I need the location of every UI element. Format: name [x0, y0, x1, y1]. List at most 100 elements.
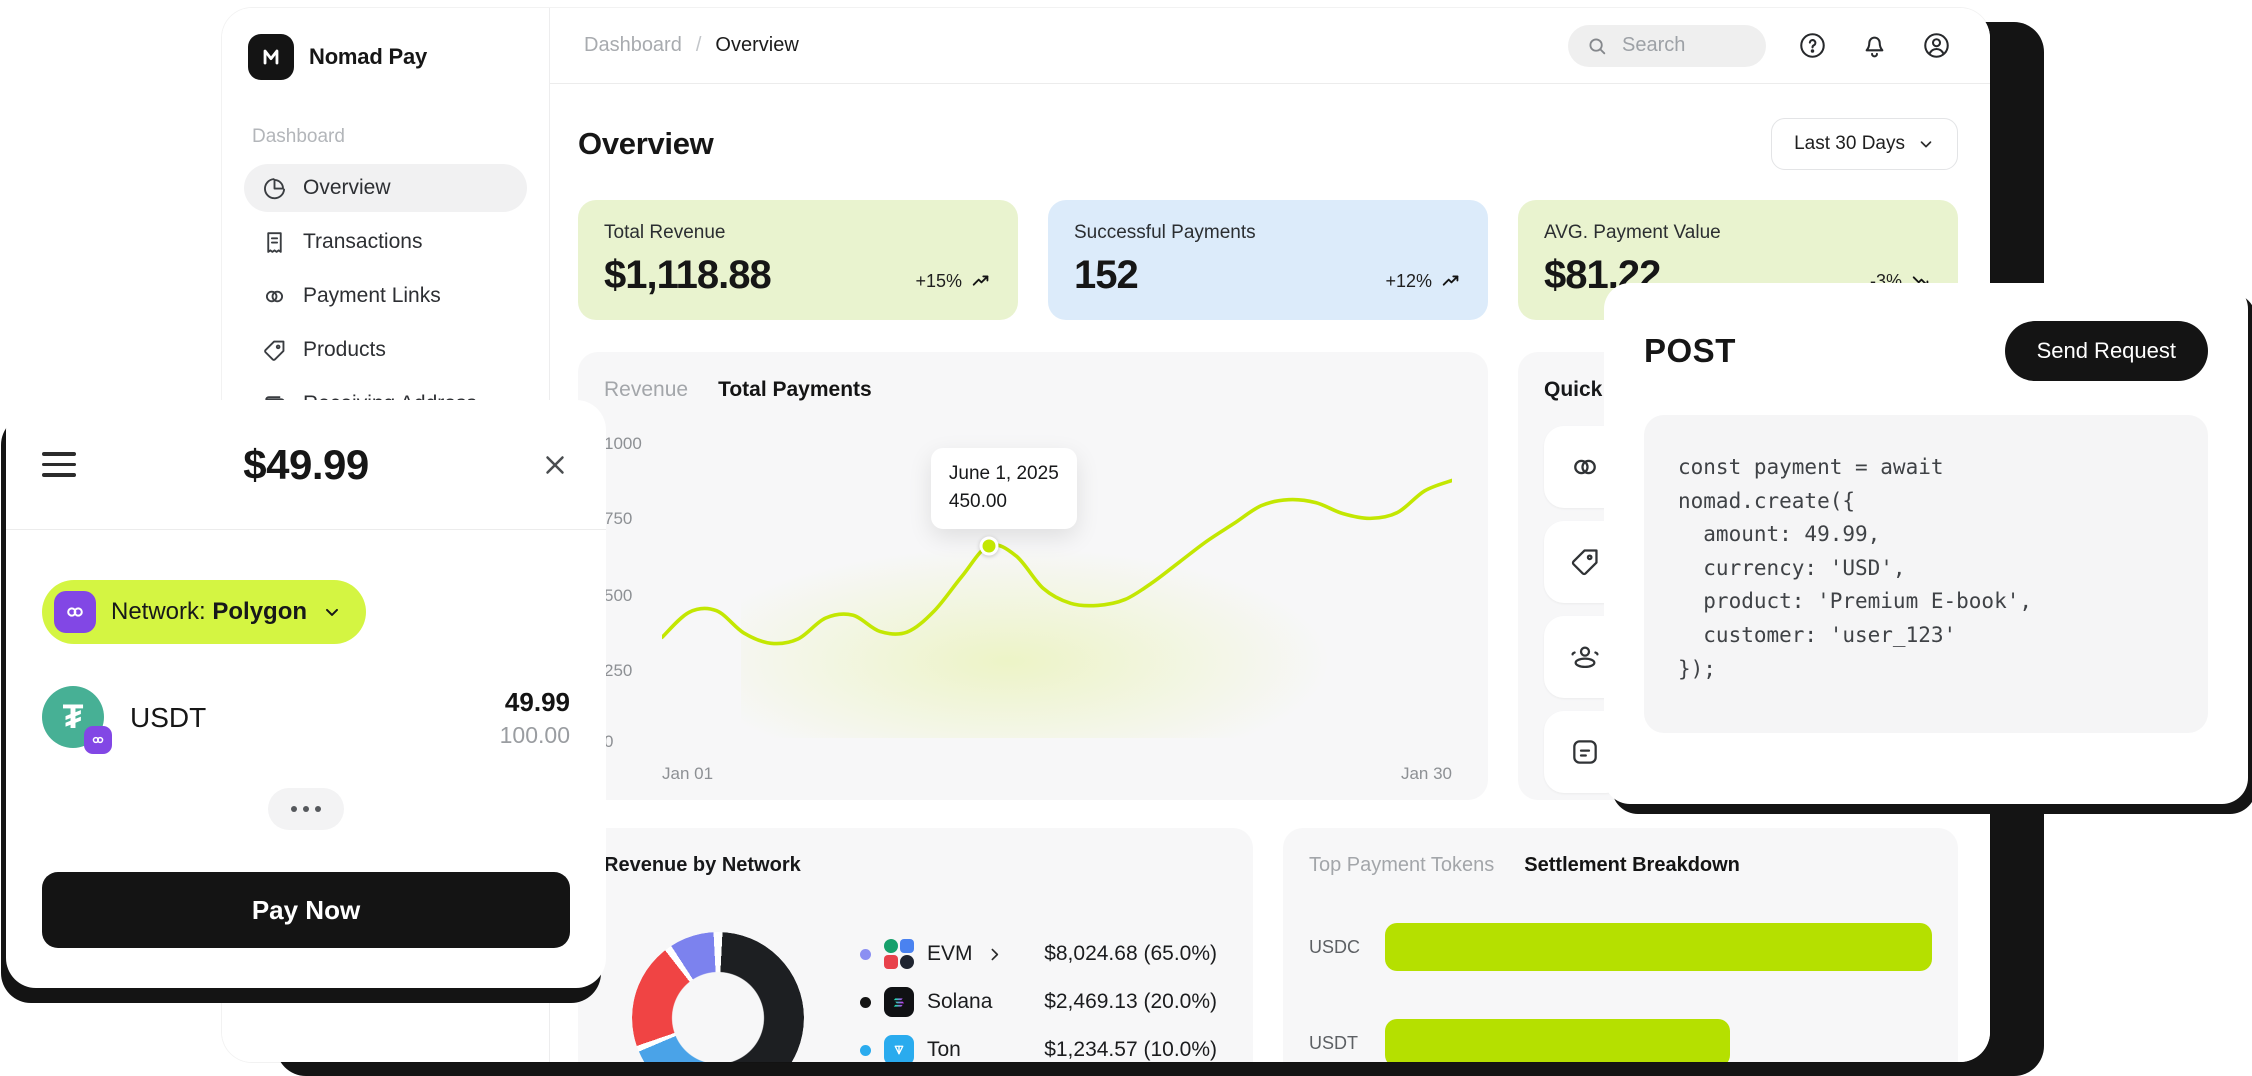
token-pay-amount: 49.99 — [504, 687, 570, 717]
legend-value: $1,234.57 (10.0%) — [1044, 1038, 1217, 1061]
pie-chart-icon — [262, 176, 287, 201]
tab-settlement-breakdown[interactable]: Settlement Breakdown — [1524, 854, 1740, 876]
chevron-down-icon — [1917, 135, 1935, 153]
network-selector[interactable]: Network: Polygon — [42, 580, 367, 644]
sidebar-menu: Overview Transactions Payment Links — [244, 164, 527, 428]
send-request-button[interactable]: Send Request — [2004, 321, 2208, 381]
sidebar-item-label: Overview — [303, 176, 391, 199]
sidebar-item-products[interactable]: Products — [244, 326, 527, 374]
chart-tooltip: June 1, 2025 450.00 — [930, 447, 1077, 529]
sidebar-item-label: Transactions — [303, 230, 423, 253]
chevron-right-icon — [986, 946, 1003, 963]
search-box[interactable] — [1568, 24, 1766, 67]
chart-data-point[interactable] — [979, 536, 999, 556]
stat-delta: +12% — [1385, 270, 1432, 291]
tab-total-payments[interactable]: Total Payments — [718, 378, 872, 401]
sidebar-item-transactions[interactable]: Transactions — [244, 218, 527, 266]
note-icon — [1569, 736, 1601, 768]
stat-delta: +15% — [915, 270, 962, 291]
token-row-usdt[interactable]: ₮ USDT 49.99 100.00 — [42, 686, 570, 754]
search-icon — [1586, 35, 1608, 57]
date-range-label: Last 30 Days — [1794, 133, 1905, 154]
sidebar-item-label: Products — [303, 338, 386, 361]
breadcrumb: Dashboard / Overview — [584, 34, 799, 57]
sidebar-item-label: Payment Links — [303, 284, 441, 307]
settlement-bar-fill — [1385, 923, 1932, 971]
network-value: Polygon — [212, 598, 308, 625]
x-axis-tick-start: Jan 01 — [662, 764, 714, 783]
legend-name: EVM — [927, 942, 973, 965]
sidebar-section-label: Dashboard — [252, 126, 345, 147]
notifications-icon[interactable] — [1858, 30, 1890, 62]
customers-icon — [1569, 641, 1601, 673]
settlement-tabs: Top Payment Tokens Settlement Breakdown — [1309, 854, 1932, 877]
settlement-card: Top Payment Tokens Settlement Breakdown … — [1283, 828, 1958, 1062]
chart-plot-area: June 1, 2025 450.00 — [662, 442, 1452, 738]
revenue-by-network-title: Revenue by Network — [604, 854, 801, 876]
code-block: const payment = await nomad.create({ amo… — [1644, 415, 2208, 733]
settlement-bar-usdt: USDT — [1309, 1019, 1932, 1062]
legend-value: $2,469.13 (20.0%) — [1044, 990, 1217, 1013]
payment-widget: $49.99 Network: Polygon ₮ — [6, 400, 606, 988]
page-title: Overview — [578, 126, 714, 161]
polygon-icon — [54, 591, 96, 633]
x-axis-tick-end: Jan 30 — [1400, 764, 1452, 783]
chevron-down-icon — [322, 602, 342, 622]
brand: Nomad Pay — [244, 34, 527, 80]
help-icon[interactable] — [1796, 30, 1828, 62]
legend-dot — [860, 996, 871, 1008]
search-input[interactable] — [1620, 33, 1744, 58]
settlement-bar-usdc: USDC — [1309, 923, 1932, 971]
legend-row-evm[interactable]: EVM $8,024.68 (65.0%) — [860, 938, 1217, 970]
revenue-line-svg — [662, 442, 1452, 738]
legend-row-ton: Ton $1,234.57 (10.0%) — [860, 1034, 1217, 1062]
tooltip-date: June 1, 2025 — [948, 462, 1059, 484]
stat-value: 152 — [1074, 253, 1139, 297]
stat-card-total-revenue: Total Revenue $1,118.88 +15% — [578, 200, 1018, 320]
legend-dot — [860, 1044, 871, 1056]
revenue-line-path — [662, 480, 1452, 643]
link-icon — [1569, 451, 1601, 483]
tab-top-payment-tokens[interactable]: Top Payment Tokens — [1309, 854, 1495, 876]
network-donut-chart — [632, 932, 804, 1062]
profile-icon[interactable] — [1920, 30, 1952, 62]
token-balance: 100.00 — [499, 722, 570, 748]
tag-icon — [1569, 546, 1601, 578]
http-method-label: POST — [1644, 332, 1736, 369]
legend-value: $8,024.68 (65.0%) — [1044, 942, 1217, 965]
close-icon[interactable] — [536, 450, 570, 480]
y-axis-tick: 250 — [604, 660, 633, 680]
bar-label: USDC — [1309, 936, 1361, 957]
stat-label: Successful Payments — [1074, 222, 1256, 243]
tab-revenue[interactable]: Revenue — [604, 378, 689, 401]
token-symbol: USDT — [130, 702, 207, 733]
legend-name: Ton — [927, 1038, 961, 1061]
sidebar-item-overview[interactable]: Overview — [244, 164, 527, 212]
sidebar-item-payment-links[interactable]: Payment Links — [244, 272, 527, 320]
api-request-card: POST Send Request const payment = await … — [1604, 283, 2248, 804]
nomad-logo-icon — [248, 34, 294, 80]
breadcrumb-root[interactable]: Dashboard — [584, 34, 682, 56]
stat-label: Total Revenue — [604, 222, 726, 243]
link-icon — [262, 284, 287, 309]
breadcrumb-current: Overview — [715, 34, 799, 56]
more-options-button[interactable] — [268, 788, 344, 830]
bar-label: USDT — [1309, 1032, 1358, 1053]
revenue-chart-card: Revenue Total Payments 1000 750 500 250 … — [578, 352, 1488, 800]
network-label: Network: — [111, 598, 206, 625]
pay-now-button[interactable]: Pay Now — [42, 872, 570, 948]
trend-up-icon — [1440, 270, 1462, 292]
y-axis-tick: 500 — [604, 586, 633, 606]
payment-amount: $49.99 — [243, 440, 369, 488]
legend-dot — [860, 948, 871, 960]
date-range-button[interactable]: Last 30 Days — [1771, 118, 1958, 170]
revenue-by-network-card: Revenue by Network — [578, 828, 1253, 1062]
polygon-badge-icon — [84, 726, 112, 754]
y-axis-tick: 0 — [604, 731, 614, 751]
code-snippet: const payment = await nomad.create({ amo… — [1678, 455, 2033, 681]
receipt-icon — [262, 230, 287, 255]
brand-name: Nomad Pay — [309, 44, 428, 69]
breadcrumb-separator: / — [695, 34, 702, 56]
menu-icon[interactable] — [42, 452, 76, 477]
